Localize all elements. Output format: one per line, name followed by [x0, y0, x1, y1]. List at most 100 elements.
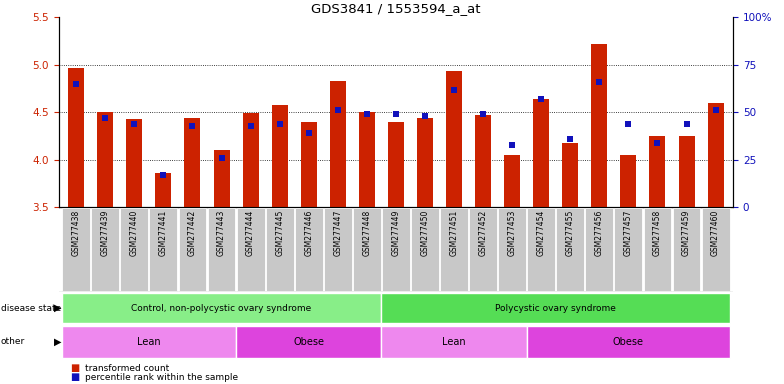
Bar [591, 44, 608, 207]
Bar [92, 208, 119, 291]
Bar [126, 119, 143, 207]
Bar [702, 208, 730, 291]
Text: GSM277459: GSM277459 [682, 210, 691, 256]
Point [681, 121, 693, 127]
Bar [644, 208, 671, 291]
Point [157, 172, 169, 178]
Text: GSM277445: GSM277445 [275, 210, 284, 256]
Bar [381, 293, 730, 323]
Point [448, 86, 460, 93]
Bar [237, 208, 264, 291]
Text: GSM277449: GSM277449 [391, 210, 401, 256]
Bar [678, 136, 695, 207]
Bar [475, 115, 491, 207]
Bar [708, 103, 724, 207]
Bar [236, 326, 381, 358]
Text: ▶: ▶ [54, 337, 62, 347]
Bar [440, 208, 468, 291]
Bar [301, 122, 317, 207]
Bar [504, 155, 520, 207]
Point [506, 142, 518, 148]
Point [245, 122, 257, 129]
Point [622, 121, 635, 127]
Text: Obese: Obese [613, 337, 644, 347]
Point [187, 122, 199, 129]
Point [564, 136, 576, 142]
Text: Lean: Lean [137, 337, 161, 347]
Text: GSM277455: GSM277455 [566, 210, 575, 256]
Text: GSM277441: GSM277441 [159, 210, 168, 256]
Point [710, 108, 722, 114]
Bar [673, 208, 700, 291]
Point [99, 115, 111, 121]
Bar [295, 208, 323, 291]
Bar [62, 326, 236, 358]
Text: disease state: disease state [1, 304, 61, 313]
Bar [527, 326, 730, 358]
Text: GSM277454: GSM277454 [537, 210, 546, 256]
Text: GSM277443: GSM277443 [217, 210, 226, 256]
Text: ▶: ▶ [54, 303, 62, 313]
Text: Control, non-polycystic ovary syndrome: Control, non-polycystic ovary syndrome [132, 304, 312, 313]
Text: other: other [1, 337, 25, 346]
Point [593, 79, 605, 85]
Text: GSM277440: GSM277440 [130, 210, 139, 256]
Point [361, 111, 373, 117]
Text: transformed count: transformed count [85, 364, 169, 373]
Bar [324, 208, 352, 291]
Bar [150, 208, 177, 291]
Text: GSM277451: GSM277451 [449, 210, 459, 256]
Text: Obese: Obese [293, 337, 325, 347]
Bar [411, 208, 439, 291]
Text: GSM277460: GSM277460 [711, 210, 720, 256]
Bar [649, 136, 666, 207]
Point [477, 111, 489, 117]
Bar [359, 113, 375, 207]
Bar [266, 208, 294, 291]
Bar [97, 113, 114, 207]
Bar [121, 208, 148, 291]
Text: GSM277442: GSM277442 [188, 210, 197, 256]
Text: GSM277438: GSM277438 [72, 210, 81, 256]
Bar [388, 122, 404, 207]
Bar [179, 208, 206, 291]
Bar [615, 208, 642, 291]
Bar [184, 118, 201, 207]
Point [128, 121, 140, 127]
Text: GSM277439: GSM277439 [101, 210, 110, 256]
Text: GSM277446: GSM277446 [304, 210, 314, 256]
Text: GSM277457: GSM277457 [624, 210, 633, 256]
Text: GSM277447: GSM277447 [333, 210, 343, 256]
Bar [242, 113, 259, 207]
Bar [68, 68, 84, 207]
Point [390, 111, 402, 117]
Text: GSM277448: GSM277448 [362, 210, 372, 256]
Bar [498, 208, 526, 291]
Bar [562, 143, 579, 207]
Bar [62, 293, 381, 323]
Bar [382, 208, 410, 291]
Bar [330, 81, 346, 207]
Point [419, 113, 431, 119]
Point [274, 121, 286, 127]
Text: GSM277452: GSM277452 [478, 210, 488, 256]
Bar [469, 208, 497, 291]
Text: Lean: Lean [442, 337, 466, 347]
Bar [417, 118, 433, 207]
Text: GSM277444: GSM277444 [246, 210, 255, 256]
Point [216, 155, 228, 161]
Bar [586, 208, 613, 291]
Text: GSM277450: GSM277450 [420, 210, 430, 256]
Bar [62, 208, 90, 291]
Bar [533, 99, 550, 207]
Bar [620, 155, 637, 207]
Bar [208, 208, 235, 291]
Bar [446, 71, 462, 207]
Text: GSM277458: GSM277458 [653, 210, 662, 256]
Bar [381, 326, 527, 358]
Title: GDS3841 / 1553594_a_at: GDS3841 / 1553594_a_at [311, 2, 481, 15]
Bar [155, 173, 172, 207]
Point [70, 81, 82, 87]
Bar [213, 151, 230, 207]
Bar [272, 105, 288, 207]
